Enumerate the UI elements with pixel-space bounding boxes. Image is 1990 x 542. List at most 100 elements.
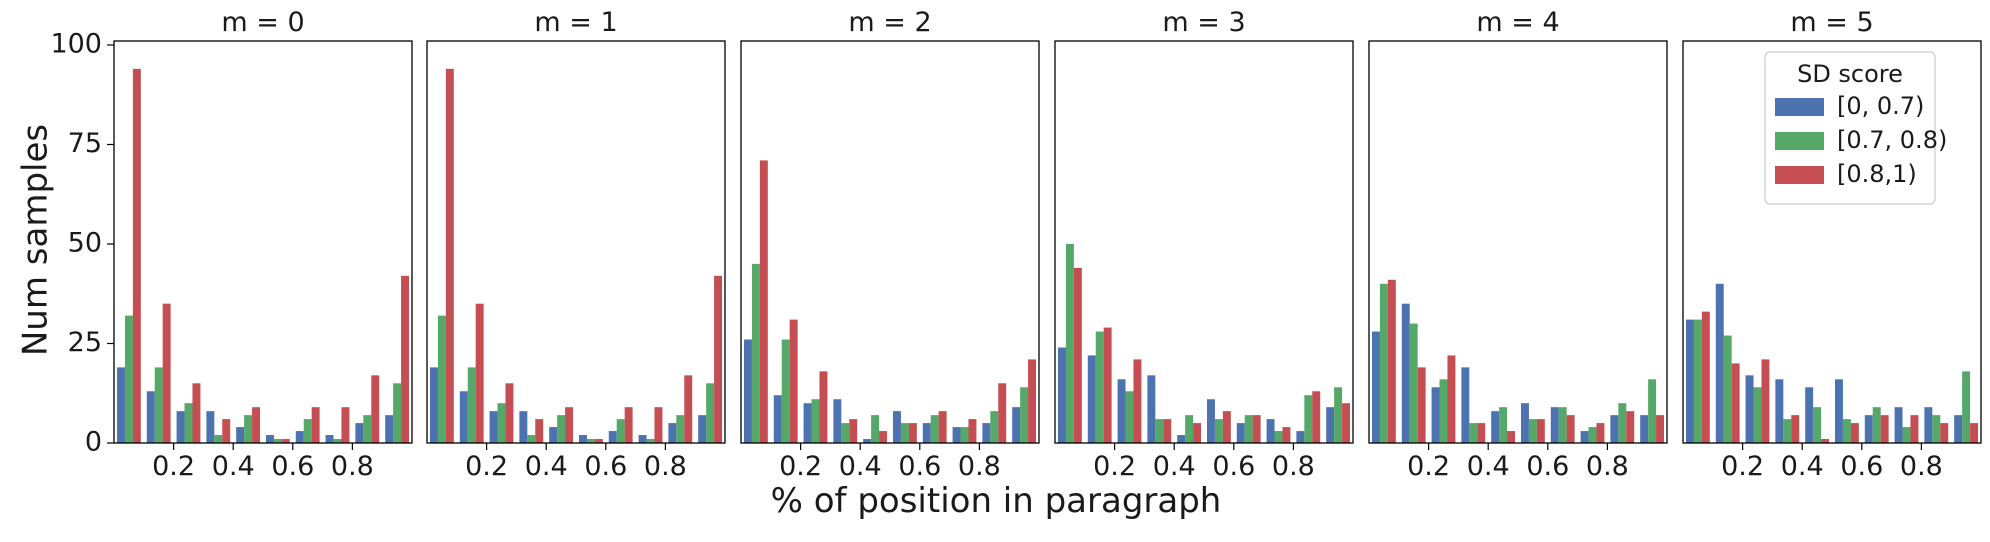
bar--0-0-7--6 (608, 431, 617, 443)
bar--0-8-1--7 (654, 407, 663, 443)
legend: SD score [0, 0.7) [0.7, 0.8) [0.8,1) (1764, 51, 1947, 205)
bar--0-8-1--6 (1252, 415, 1261, 443)
bar--0-7-0-8--8 (676, 415, 685, 443)
bar--0-8-1--5 (594, 439, 603, 443)
bar--0-7-0-8--4 (557, 415, 566, 443)
x-tick-label: 0.2 (465, 451, 508, 482)
panel-2: m = 2 0.2 0.4 0.6 0.8 (740, 7, 1040, 482)
x-tick-label: 0.2 (779, 451, 822, 482)
x-tick-label: 0.6 (1212, 451, 1255, 482)
bar--0-7-0-8--9 (1962, 371, 1971, 443)
bar--0-8-1--6 (938, 411, 947, 443)
bar--0-7-0-8--9 (393, 383, 402, 443)
panel-1: m = 1 0.2 0.4 0.6 0.8 (426, 7, 726, 482)
bar--0-7-0-8--1 (154, 367, 163, 443)
x-tick-label: 0.8 (958, 451, 1001, 482)
bar--0-0-7--8 (1924, 407, 1933, 443)
bar--0-7-0-8--4 (244, 415, 253, 443)
x-tick-label: 0.4 (525, 451, 568, 482)
bar--0-8-1--3 (1163, 419, 1172, 443)
bar--0-0-7--4 (1491, 411, 1500, 443)
x-tick-label: 0.4 (1781, 451, 1824, 482)
x-tick-label: 0.4 (212, 451, 255, 482)
bar--0-8-1--4 (565, 407, 574, 443)
bar--0-0-7--2 (1431, 387, 1440, 443)
bar--0-7-0-8--0 (437, 315, 446, 443)
bar--0-8-1--3 (1477, 423, 1486, 443)
bar--0-7-0-8--9 (1020, 387, 1029, 443)
x-tick-label: 0.6 (271, 451, 314, 482)
bar--0-7-0-8--5 (1214, 419, 1223, 443)
x-tick-label: 0.6 (898, 451, 941, 482)
bar--0-7-0-8--1 (1409, 323, 1418, 443)
bar--0-0-7--7 (325, 435, 334, 443)
bar--0-7-0-8--3 (1469, 423, 1478, 443)
bar--0-0-7--5 (265, 435, 274, 443)
bar--0-8-1--7 (341, 407, 350, 443)
bar--0-0-7--7 (638, 435, 647, 443)
x-axis-label: % of position in paragraph (771, 481, 1222, 521)
bar--0-8-1--1 (1103, 327, 1112, 443)
bar--0-7-0-8--7 (1274, 431, 1283, 443)
bar--0-7-0-8--0 (1379, 283, 1388, 443)
legend-swatch (1775, 166, 1824, 184)
x-tick-label: 0.2 (1093, 451, 1136, 482)
bar--0-7-0-8--3 (1155, 419, 1164, 443)
bar--0-8-1--8 (998, 383, 1007, 443)
panel-title: m = 1 (534, 7, 617, 38)
panel-title: m = 0 (221, 7, 304, 38)
bar--0-0-7--3 (833, 399, 842, 443)
bar--0-7-0-8--1 (467, 367, 476, 443)
bar--0-0-7--8 (668, 423, 677, 443)
legend-swatch (1775, 98, 1824, 116)
bar--0-7-0-8--5 (273, 439, 282, 443)
x-tick-label: 0.8 (1900, 451, 1943, 482)
x-tick-label: 0.6 (1526, 451, 1569, 482)
bar--0-0-7--0 (1685, 319, 1694, 443)
panel-title: m = 5 (1790, 7, 1873, 38)
bar--0-0-7--6 (922, 423, 931, 443)
bar--0-7-0-8--2 (1439, 379, 1448, 443)
bar--0-8-1--0 (1387, 279, 1396, 443)
bar--0-8-1--3 (535, 419, 544, 443)
y-tick-label: 25 (68, 327, 102, 358)
bar--0-0-7--8 (982, 423, 991, 443)
bar--0-7-0-8--5 (900, 423, 909, 443)
x-tick-label: 0.4 (1467, 451, 1510, 482)
x-tick-label: 0.2 (1407, 451, 1450, 482)
panel-5: m = 5 0.2 0.4 0.6 0.8 (1682, 7, 1982, 482)
bar--0-7-0-8--6 (1558, 407, 1567, 443)
bar--0-7-0-8--8 (1932, 415, 1941, 443)
legend-entry: [0, 0.7) (1837, 92, 1924, 120)
bar--0-8-1--4 (1193, 423, 1202, 443)
x-tick-label: 0.8 (1272, 451, 1315, 482)
y-tick-label: 0 (85, 427, 102, 458)
bar--0-0-7--6 (1864, 415, 1873, 443)
bar--0-8-1--5 (281, 439, 290, 443)
bar--0-8-1--5 (1850, 423, 1859, 443)
bar--0-7-0-8--5 (586, 439, 595, 443)
bar--0-7-0-8--6 (303, 419, 312, 443)
bar--0-7-0-8--6 (616, 419, 625, 443)
bar--0-0-7--8 (1296, 431, 1305, 443)
bar--0-8-1--6 (624, 407, 633, 443)
bar--0-7-0-8--7 (333, 439, 342, 443)
bar--0-0-7--3 (1775, 379, 1784, 443)
bar--0-0-7--2 (489, 411, 498, 443)
bar--0-7-0-8--8 (1618, 403, 1627, 443)
bar--0-8-1--2 (1761, 359, 1770, 443)
bar--0-7-0-8--6 (930, 415, 939, 443)
bar--0-8-1--1 (1731, 363, 1740, 443)
bar--0-0-7--4 (863, 439, 872, 443)
bar--0-8-1--7 (1596, 423, 1605, 443)
bar--0-7-0-8--9 (1648, 379, 1657, 443)
bar--0-8-1--3 (1791, 415, 1800, 443)
bar--0-0-7--9 (385, 415, 394, 443)
legend-entry: [0.8,1) (1837, 160, 1917, 188)
bar--0-7-0-8--4 (1813, 407, 1822, 443)
bar--0-8-1--3 (222, 419, 231, 443)
bar--0-8-1--5 (1536, 419, 1545, 443)
bar--0-8-1--8 (1626, 411, 1635, 443)
bar--0-7-0-8--0 (1065, 243, 1074, 443)
panel-title: m = 2 (848, 7, 931, 38)
